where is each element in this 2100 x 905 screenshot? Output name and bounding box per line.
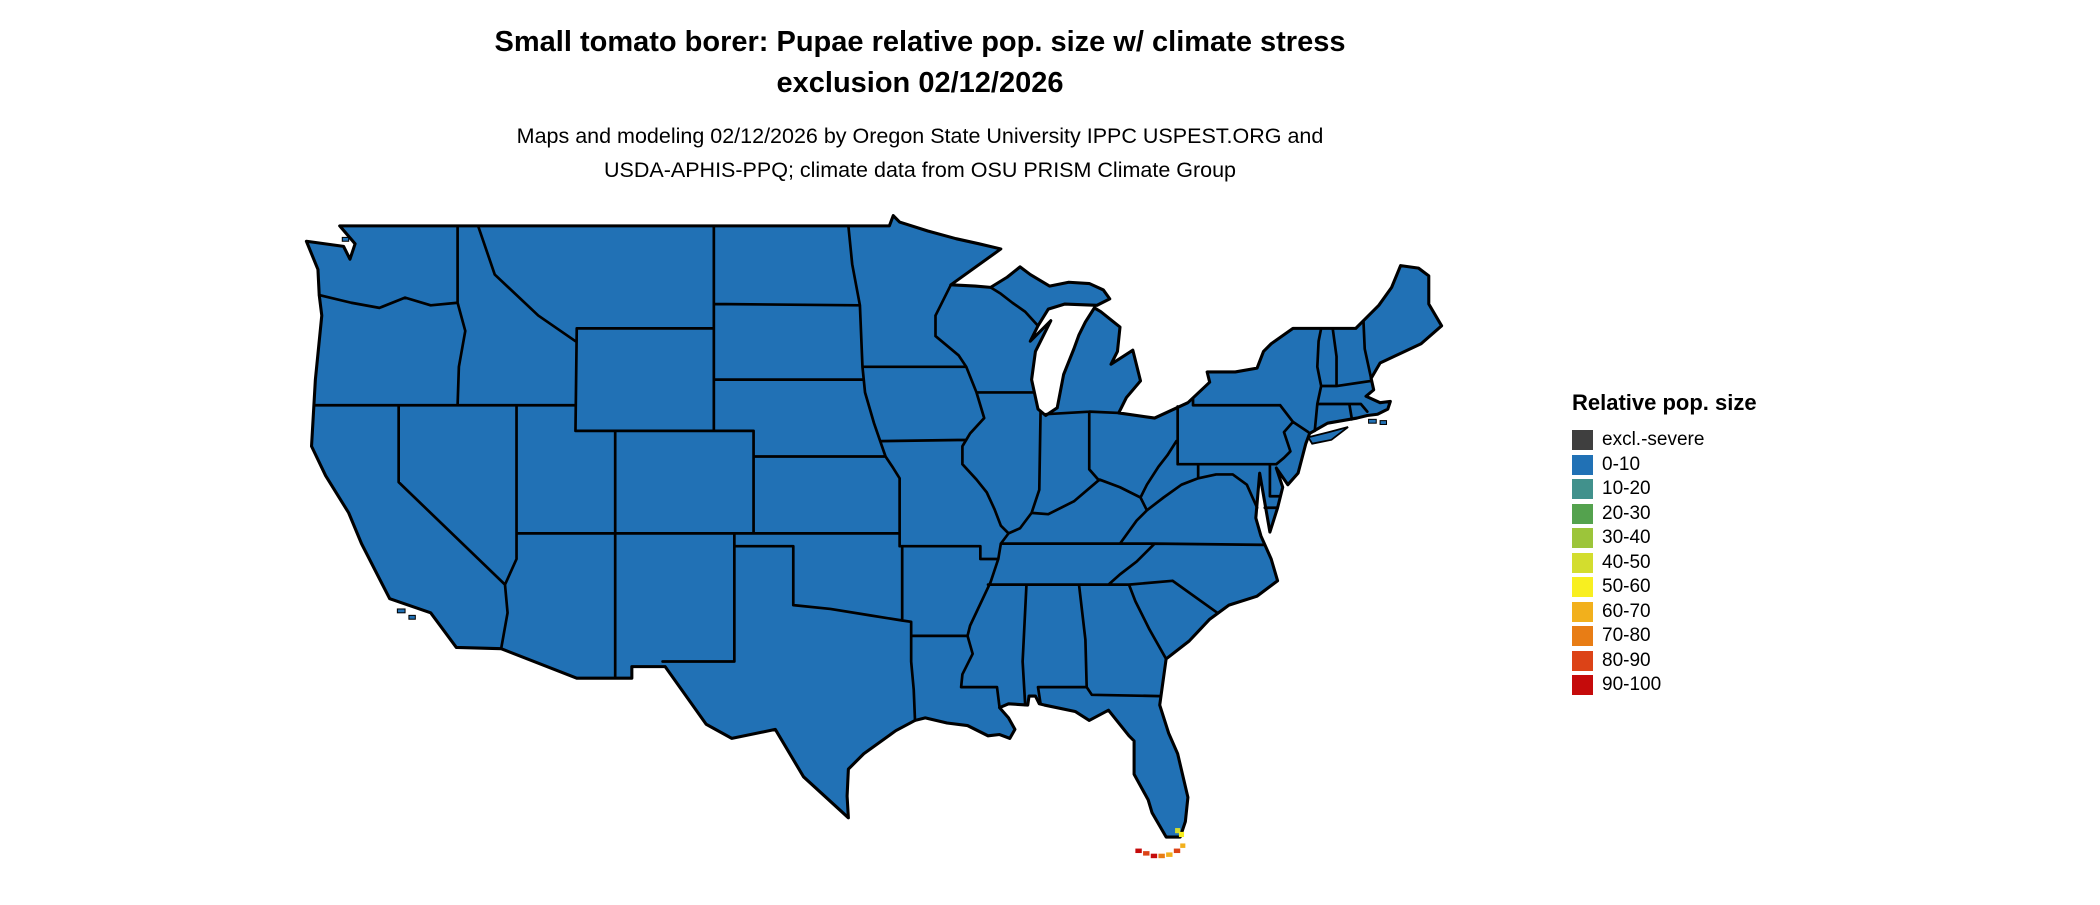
legend-row: 0-10 <box>1572 453 1757 478</box>
map-subtitle: Maps and modeling 02/12/2026 by Oregon S… <box>0 119 1840 187</box>
hotspot-pixel <box>1135 848 1142 854</box>
legend-swatch <box>1572 577 1593 598</box>
island-channel-1 <box>396 608 406 614</box>
legend-label: 20-30 <box>1602 502 1651 524</box>
us-outline <box>304 214 1444 839</box>
legend-swatch <box>1572 454 1593 475</box>
legend-swatch <box>1572 528 1593 549</box>
coastal-islands <box>341 236 1388 620</box>
legend-label: 70-80 <box>1602 625 1651 647</box>
legend-swatch <box>1572 626 1593 647</box>
legend-label: 30-40 <box>1602 527 1651 549</box>
legend-row: 10-20 <box>1572 477 1757 502</box>
long-island <box>1306 426 1349 445</box>
legend-row: 60-70 <box>1572 600 1757 625</box>
legend-label: 10-20 <box>1602 478 1651 500</box>
hotspot-pixel <box>1180 843 1186 848</box>
map-header: Small tomato borer: Pupae relative pop. … <box>0 22 1840 187</box>
hotspot-pixel <box>1166 852 1173 857</box>
island-san-juan <box>341 236 350 242</box>
island-nantucket <box>1379 420 1388 425</box>
legend-swatch <box>1572 430 1593 451</box>
us-choropleth-map <box>304 214 1444 859</box>
legend-label: 40-50 <box>1602 551 1651 573</box>
map-title: Small tomato borer: Pupae relative pop. … <box>0 22 1840 104</box>
legend-label: 0-10 <box>1602 453 1641 475</box>
legend-label: 50-60 <box>1602 576 1651 598</box>
island-marthas-vineyard <box>1368 418 1377 424</box>
legend-swatch <box>1572 552 1593 573</box>
hotspot-pixel <box>1150 853 1158 859</box>
legend-swatch <box>1572 601 1593 622</box>
legend-row: 30-40 <box>1572 526 1757 551</box>
legend-swatch <box>1572 650 1593 671</box>
map-subtitle-line2: USDA-APHIS-PPQ; climate data from OSU PR… <box>603 158 1237 182</box>
hotspot-pixel <box>1173 848 1181 854</box>
legend-label: excl.-severe <box>1602 429 1705 451</box>
legend-row: 90-100 <box>1572 673 1757 698</box>
hotspot-pixel <box>1158 853 1165 859</box>
legend-row: 50-60 <box>1572 575 1757 600</box>
legend-swatch <box>1572 479 1593 500</box>
legend-row: excl.-severe <box>1572 428 1757 453</box>
hotspot-pixel <box>1143 851 1150 856</box>
legend-title: Relative pop. size <box>1572 390 1757 415</box>
legend: Relative pop. size excl.-severe 0-10 10-… <box>1572 390 1757 698</box>
legend-swatch <box>1572 503 1593 524</box>
legend-row: 70-80 <box>1572 624 1757 649</box>
legend-row: 40-50 <box>1572 551 1757 576</box>
legend-swatch <box>1572 675 1593 696</box>
island-channel-2 <box>408 614 416 620</box>
map-subtitle-line1: Maps and modeling 02/12/2026 by Oregon S… <box>516 124 1324 148</box>
legend-label: 80-90 <box>1602 649 1651 671</box>
legend-items: excl.-severe 0-10 10-20 20-30 30-40 40-5… <box>1572 428 1757 698</box>
hotspot-pixel <box>1178 831 1185 838</box>
state-borders <box>312 224 1373 722</box>
legend-row: 20-30 <box>1572 502 1757 527</box>
legend-label: 90-100 <box>1602 674 1662 696</box>
map-title-line2: exclusion 02/12/2026 <box>776 67 1064 99</box>
hotspot-pixel <box>1175 828 1181 834</box>
map-title-line1: Small tomato borer: Pupae relative pop. … <box>494 26 1346 58</box>
legend-row: 80-90 <box>1572 649 1757 674</box>
legend-label: 60-70 <box>1602 600 1651 622</box>
hotspot-pixels <box>1135 828 1186 859</box>
